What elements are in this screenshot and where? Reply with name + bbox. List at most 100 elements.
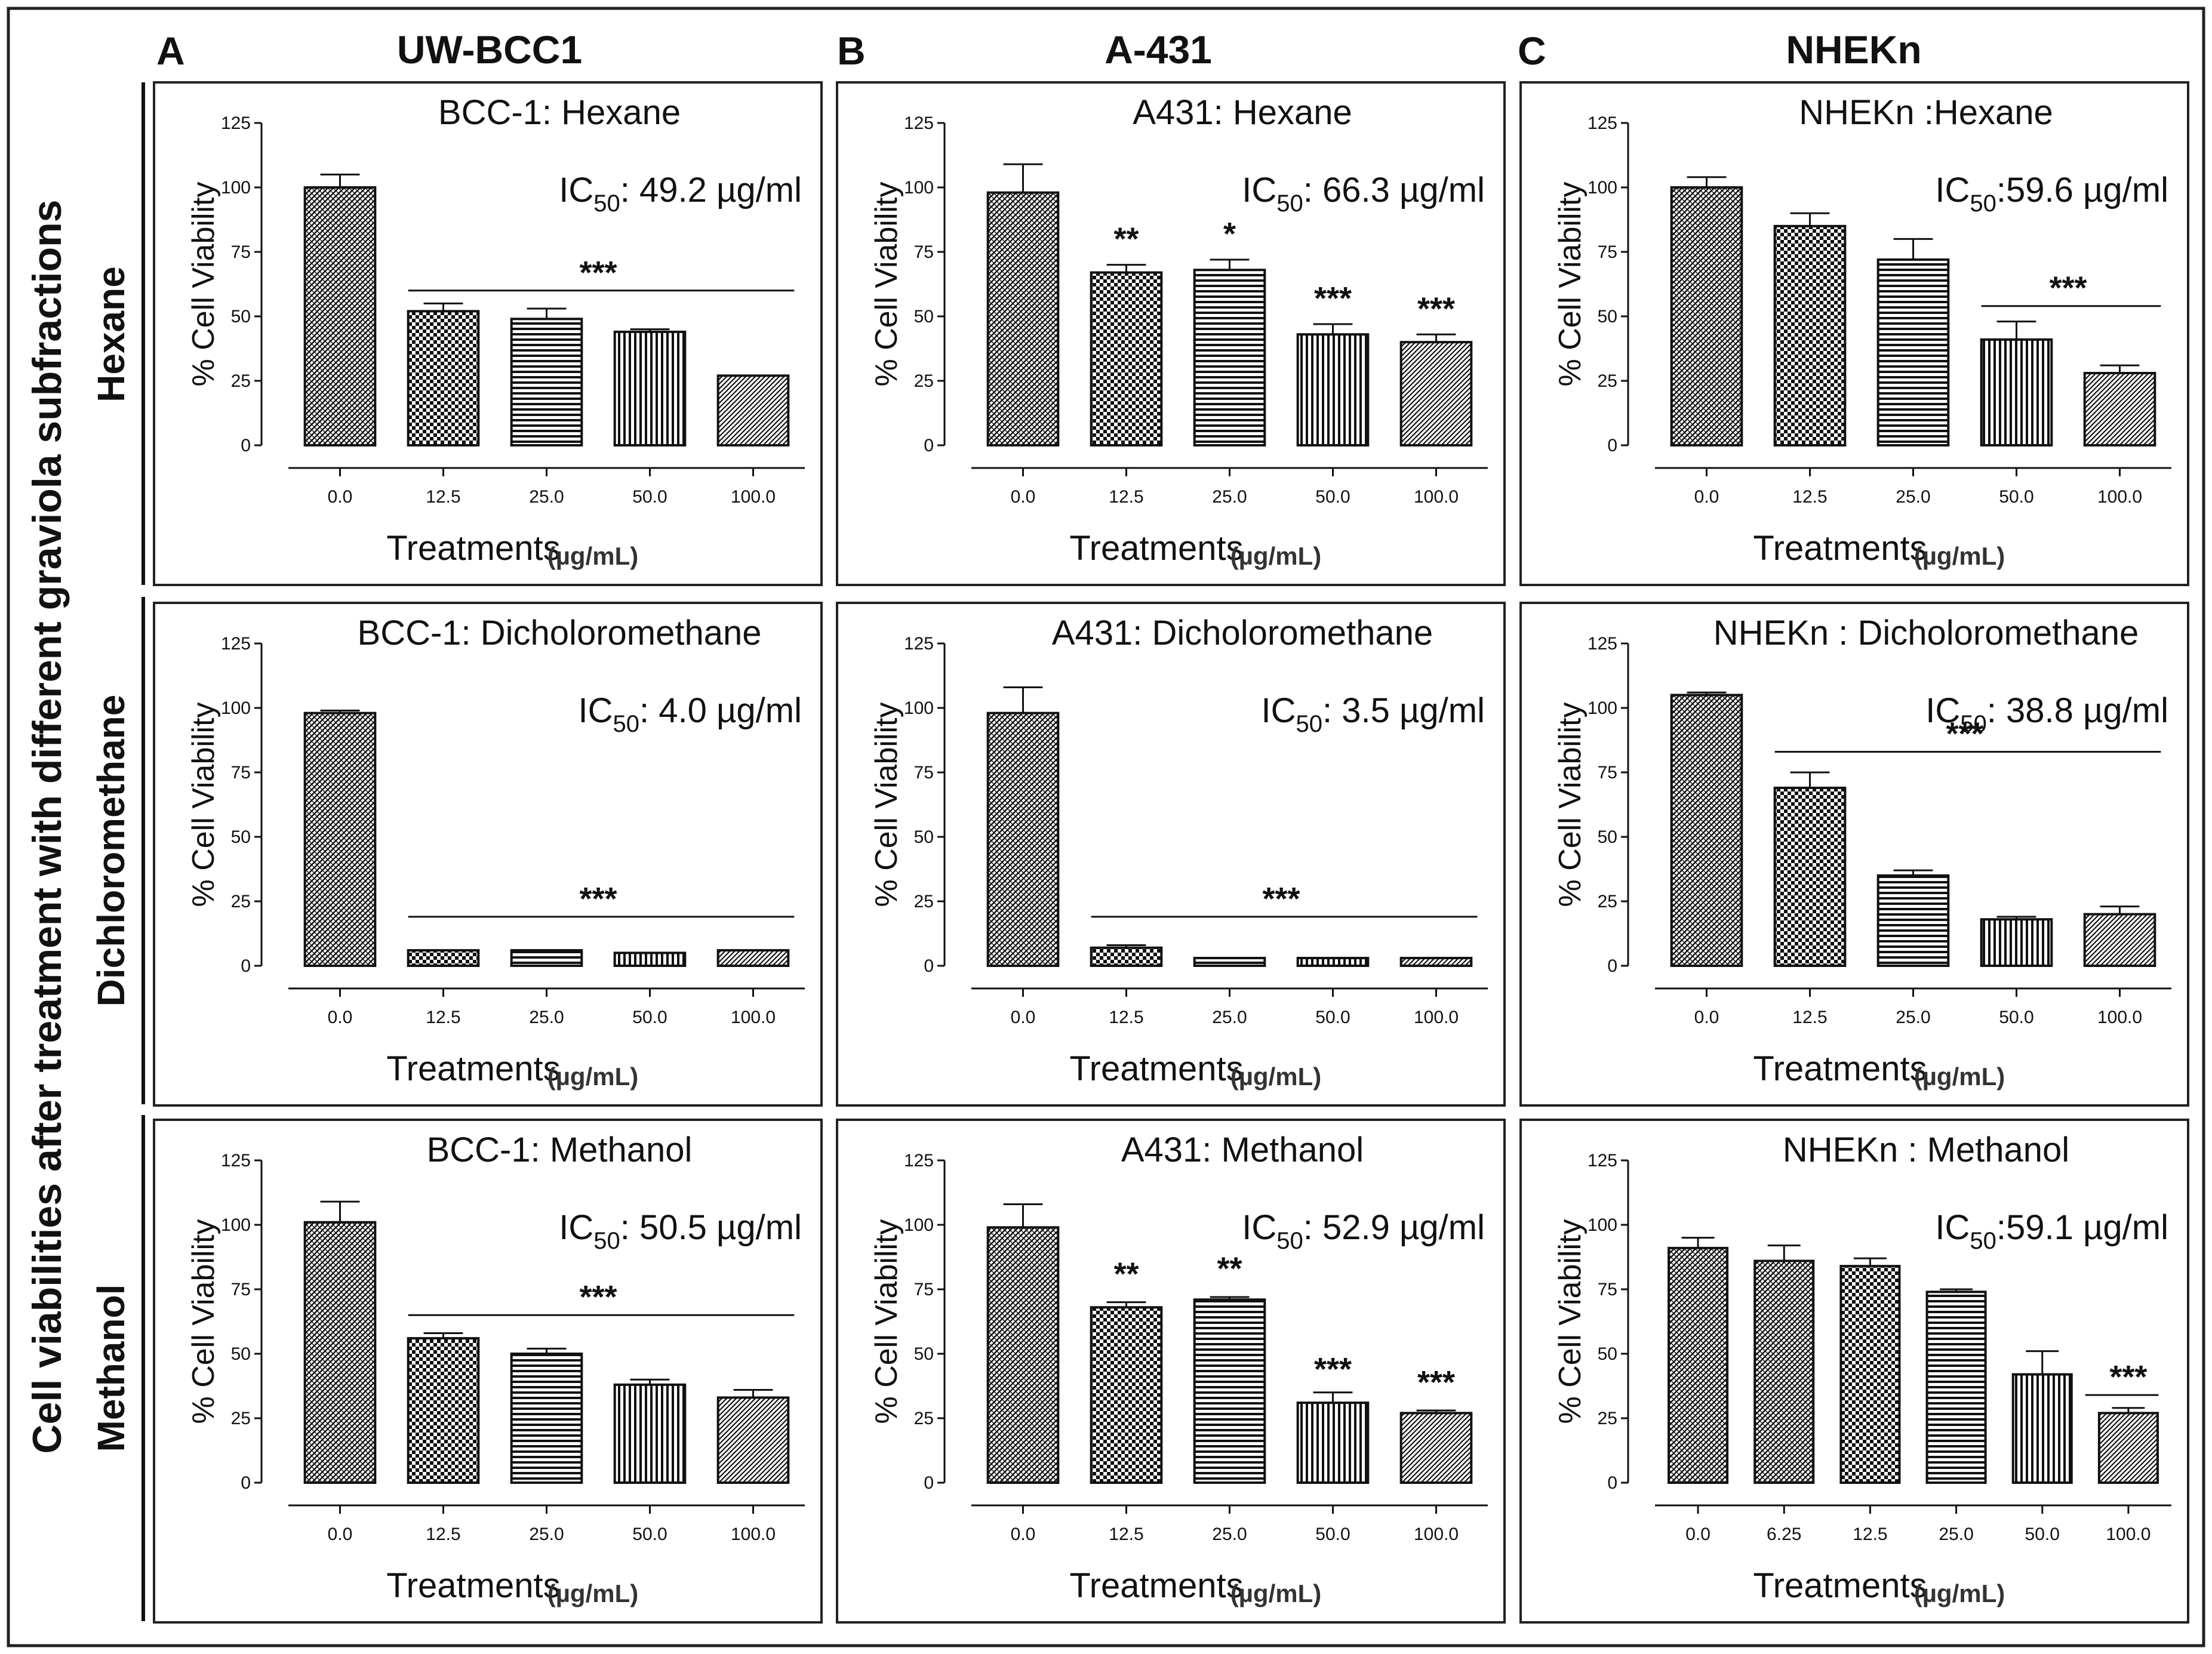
y-tick-label: 0 (1607, 436, 1617, 455)
bar (986, 712, 1060, 967)
ic50-label: IC50:59.1 µg/ml (1935, 1208, 2168, 1254)
chart-title: BCC-1: Hexane (438, 93, 681, 132)
significance-mark: ** (1217, 1251, 1242, 1287)
chart-title: A431: Hexane (1133, 93, 1352, 132)
x-tick-label: 0.0 (1685, 1524, 1710, 1544)
x-tick-label: 25.0 (529, 1008, 564, 1027)
ic50-prefix: IC (559, 1208, 593, 1247)
x-tick-label: 12.5 (1109, 1008, 1143, 1027)
chart-title: NHEKn :Hexane (1799, 93, 2053, 132)
chart-title: BCC-1: Methanol (427, 1131, 693, 1169)
x-tick-label: 12.5 (1792, 1008, 1827, 1027)
y-tick-label: 0 (241, 956, 251, 976)
y-tick-label: 25 (231, 371, 251, 391)
x-axis-unit: (µg/mL) (1914, 1579, 2005, 1607)
significance-mark: *** (1314, 281, 1352, 316)
y-tick-label: 100 (221, 698, 251, 718)
bar (613, 330, 687, 446)
x-tick-label: 100.0 (2097, 487, 2142, 507)
bar (716, 949, 790, 967)
panel-frame (153, 1119, 823, 1624)
bar (510, 1353, 583, 1484)
y-tick-label: 25 (1598, 1409, 1617, 1428)
bar (716, 1396, 790, 1484)
significance-mark: ** (1113, 1256, 1139, 1292)
y-tick-label: 50 (231, 307, 251, 327)
column-title-a: UW-BCC1 (397, 27, 582, 72)
panel-frame (836, 81, 1506, 586)
panel-frame (153, 81, 823, 586)
ic50-value: : 38.8 µg/ml (1987, 691, 2168, 730)
y-tick-label: 125 (1588, 1151, 1617, 1171)
bar (1925, 1290, 1987, 1484)
bar (1090, 271, 1163, 446)
bar (986, 191, 1060, 446)
x-tick-label: 0.0 (1011, 487, 1036, 507)
chart-title: A431: Methanol (1121, 1131, 1364, 1169)
ic50-value: : 50.5 µg/ml (620, 1208, 802, 1247)
ic50-label: IC50: 3.5 µg/ml (1262, 691, 1485, 737)
ic50-prefix: IC (1262, 691, 1296, 730)
x-tick-label: 50.0 (1315, 1524, 1350, 1544)
x-tick-label: 12.5 (1792, 487, 1827, 507)
y-tick-label: 50 (1598, 1344, 1617, 1364)
y-tick-label: 0 (1607, 956, 1617, 976)
x-tick-label: 50.0 (1999, 1008, 2033, 1027)
x-axis-label: Treatments (1069, 529, 1243, 568)
bar (407, 310, 480, 446)
bar (1876, 874, 1950, 968)
column-letter-a: A (156, 29, 185, 73)
significance-mark: *** (579, 881, 617, 917)
x-axis-unit: (µg/mL) (1230, 1062, 1322, 1091)
x-tick-label: 25.0 (1212, 487, 1247, 507)
x-tick-label: 12.5 (426, 1524, 460, 1544)
bar (1296, 957, 1370, 968)
y-tick-label: 25 (1598, 892, 1617, 911)
bar (1980, 338, 2053, 446)
y-tick-label: 100 (904, 1215, 934, 1235)
y-axis-label: % Cell Viability (1553, 1219, 1588, 1424)
y-tick-label: 50 (914, 1344, 934, 1364)
y-tick-label: 75 (914, 763, 934, 783)
x-tick-label: 0.0 (1694, 487, 1719, 507)
y-axis-label: % Cell Viability (186, 703, 221, 907)
panel-frame (836, 1119, 1506, 1624)
ic50-value: : 4.0 µg/ml (639, 691, 802, 730)
x-tick-label: 25.0 (1896, 487, 1930, 507)
significance-mark: *** (1314, 1351, 1352, 1387)
y-tick-label: 75 (1598, 1280, 1617, 1299)
x-tick-label: 50.0 (632, 1524, 667, 1544)
x-tick-label: 6.25 (1767, 1524, 1801, 1544)
x-tick-label: 100.0 (731, 1008, 776, 1027)
bar (303, 186, 377, 446)
x-tick-label: 0.0 (1694, 1008, 1719, 1027)
bar (613, 1383, 687, 1484)
y-tick-label: 50 (914, 827, 934, 847)
bar (2083, 372, 2156, 446)
y-axis-label: % Cell Viability (1553, 703, 1588, 907)
x-tick-label: 50.0 (2025, 1524, 2060, 1544)
bar (1670, 694, 1743, 968)
ic50-value: :59.6 µg/ml (1996, 171, 2168, 210)
ic50-label: IC50: 38.8 µg/ml (1925, 691, 2168, 737)
y-tick-label: 125 (1588, 634, 1617, 654)
x-tick-label: 0.0 (1011, 1524, 1036, 1544)
y-tick-label: 25 (914, 892, 934, 911)
x-axis-label: Treatments (386, 1049, 560, 1088)
y-tick-label: 75 (1598, 242, 1617, 262)
x-tick-label: 0.0 (328, 1524, 353, 1544)
y-tick-label: 75 (914, 1280, 934, 1299)
x-tick-label: 12.5 (1853, 1524, 1887, 1544)
bar (1773, 224, 1847, 446)
x-axis-unit: (µg/mL) (547, 542, 639, 570)
y-tick-label: 100 (1588, 698, 1617, 718)
x-tick-label: 0.0 (328, 1008, 353, 1027)
bar (1193, 957, 1266, 968)
ic50-subscript: 50 (1276, 190, 1303, 217)
bar (510, 949, 583, 967)
significance-mark: ** (1113, 221, 1139, 257)
